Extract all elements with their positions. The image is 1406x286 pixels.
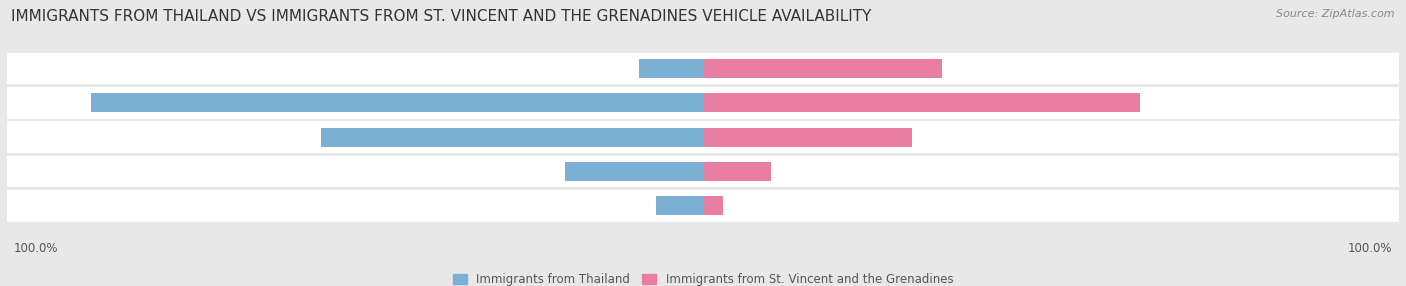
Text: 35.4%: 35.4% (838, 62, 879, 75)
Text: 31.0%: 31.0% (818, 131, 859, 144)
Text: 6.9%: 6.9% (621, 199, 651, 212)
Text: 2+ Vehicles Available: 2+ Vehicles Available (643, 132, 763, 142)
Text: Source: ZipAtlas.com: Source: ZipAtlas.com (1277, 9, 1395, 19)
Text: IMMIGRANTS FROM THAILAND VS IMMIGRANTS FROM ST. VINCENT AND THE GRENADINES VEHIC: IMMIGRANTS FROM THAILAND VS IMMIGRANTS F… (11, 9, 872, 23)
Text: 100.0%: 100.0% (14, 242, 59, 255)
Legend: Immigrants from Thailand, Immigrants from St. Vincent and the Grenadines: Immigrants from Thailand, Immigrants fro… (453, 273, 953, 286)
Text: 3.0%: 3.0% (728, 199, 758, 212)
Text: 3+ Vehicles Available: 3+ Vehicles Available (643, 167, 763, 176)
Text: 4+ Vehicles Available: 4+ Vehicles Available (643, 201, 763, 211)
Text: 20.5%: 20.5% (592, 165, 634, 178)
Text: 56.6%: 56.6% (434, 131, 475, 144)
Text: 90.6%: 90.6% (285, 96, 326, 110)
Text: 100.0%: 100.0% (1347, 242, 1392, 255)
Text: 9.5%: 9.5% (603, 62, 633, 75)
Text: 64.7%: 64.7% (966, 96, 1008, 110)
Text: 10.1%: 10.1% (776, 165, 814, 178)
Text: No Vehicles Available: No Vehicles Available (644, 64, 762, 74)
Text: 1+ Vehicles Available: 1+ Vehicles Available (643, 98, 763, 108)
